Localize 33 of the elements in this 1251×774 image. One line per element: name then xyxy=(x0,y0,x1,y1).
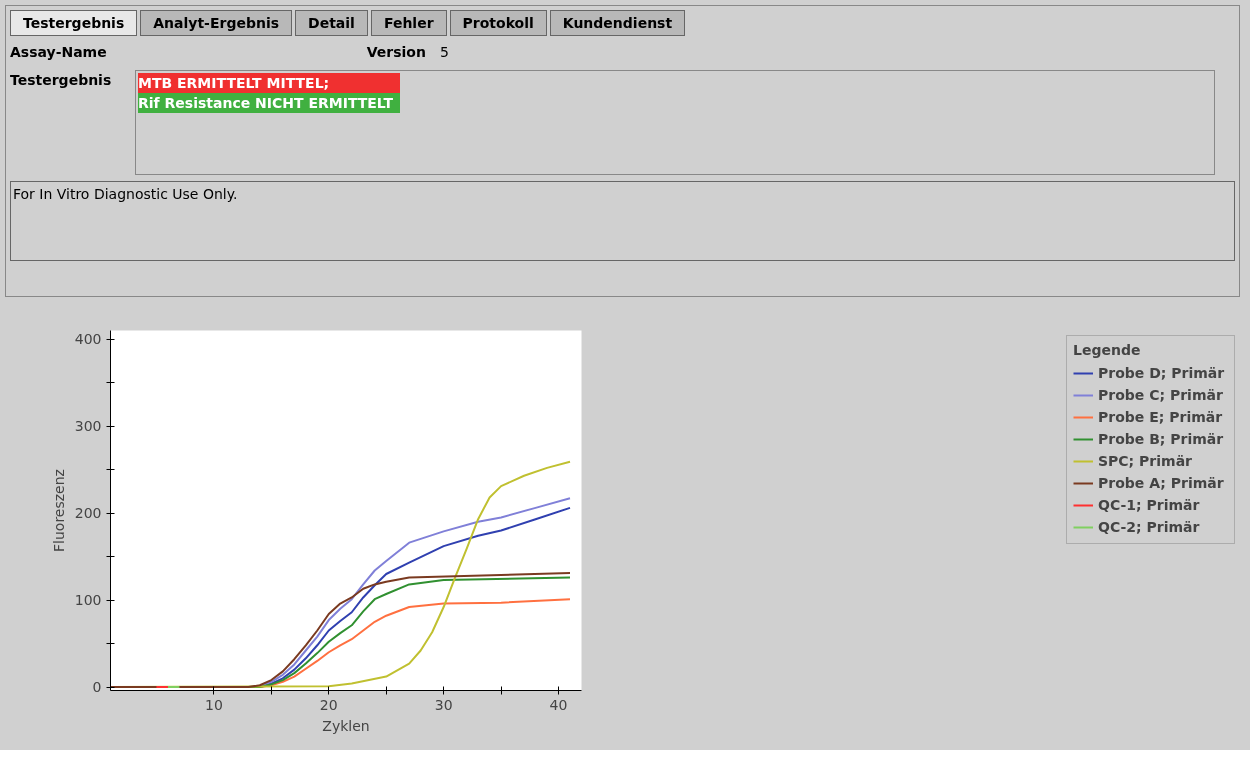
text: Testergebnis xyxy=(10,10,138,36)
legend-label: Probe E; Primär xyxy=(1098,409,1224,425)
x-tick-label: 20 xyxy=(319,696,338,713)
legend-label: Probe A; Primär xyxy=(1098,475,1225,491)
legend-title: Legende xyxy=(1073,342,1142,358)
y-tick-label: 400 xyxy=(74,331,102,348)
legend-label: Probe D; Primär xyxy=(1098,365,1226,381)
text: Analyt-Ergebnis xyxy=(140,10,293,36)
x-axis-title: Zyklen xyxy=(322,717,370,734)
text: Protokoll xyxy=(449,10,547,36)
x-tick-label: 10 xyxy=(204,696,223,713)
y-tick-label: 0 xyxy=(92,679,102,696)
legend-label: Probe B; Primär xyxy=(1098,431,1225,447)
legend-label: QC-2; Primär xyxy=(1098,519,1201,535)
y-axis-title: Fluoreszenz xyxy=(50,469,67,552)
text: Detail xyxy=(295,10,368,36)
text: MTB ERMITTELT MITTEL; xyxy=(138,73,400,93)
text: Fehler xyxy=(370,10,447,36)
text: 5 xyxy=(439,44,449,60)
y-tick-label: 100 xyxy=(74,592,102,609)
y-tick-label: 200 xyxy=(74,505,102,522)
legend-label: Probe C; Primär xyxy=(1098,387,1224,403)
x-tick-label: 40 xyxy=(549,696,568,713)
y-tick-label: 300 xyxy=(74,418,102,435)
text: Kundendienst xyxy=(549,10,686,36)
text: For In Vitro Diagnostic Use Only. xyxy=(10,181,1235,261)
x-tick-label: 30 xyxy=(434,696,453,713)
text: Assay-Name xyxy=(10,44,107,60)
text: Version xyxy=(366,44,426,60)
legend-label: QC-1; Primär xyxy=(1098,497,1201,513)
text: Rif Resistance NICHT ERMITTELT xyxy=(138,93,400,113)
legend-label: SPC; Primär xyxy=(1098,453,1193,469)
text: Testergebnis xyxy=(10,71,113,90)
